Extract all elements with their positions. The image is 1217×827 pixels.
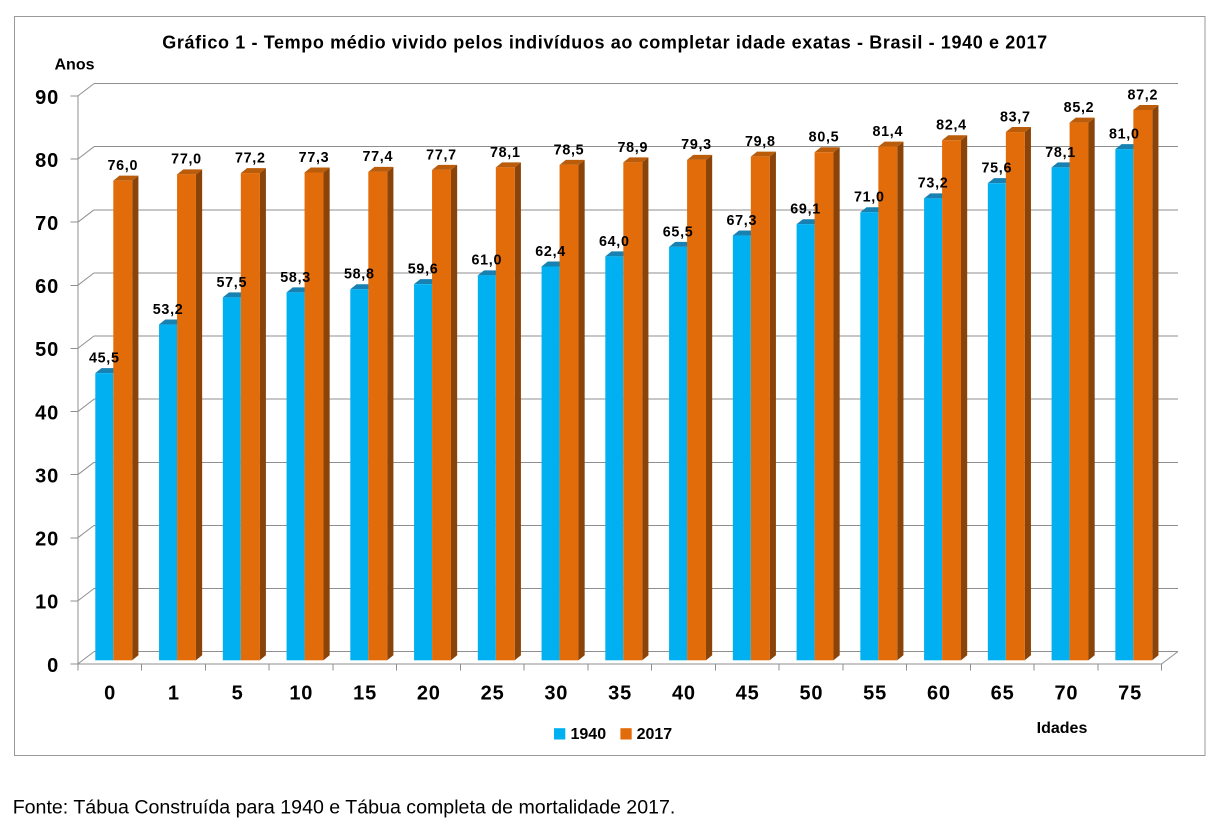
svg-text:77,2: 77,2	[235, 151, 266, 167]
svg-text:10: 10	[289, 683, 313, 705]
svg-text:1940: 1940	[571, 726, 607, 743]
svg-text:76,0: 76,0	[107, 158, 138, 174]
svg-text:60: 60	[927, 683, 951, 705]
svg-text:35: 35	[608, 683, 632, 705]
svg-text:0: 0	[47, 655, 59, 677]
svg-text:53,2: 53,2	[153, 302, 184, 318]
svg-text:Fonte: Tábua Construída para 1: Fonte: Tábua Construída para 1940 e Tábu…	[13, 796, 676, 818]
svg-text:58,3: 58,3	[280, 270, 311, 286]
svg-text:65: 65	[991, 683, 1015, 705]
svg-text:80,5: 80,5	[809, 130, 840, 146]
svg-text:5: 5	[232, 683, 244, 705]
svg-text:45: 45	[736, 683, 760, 705]
svg-text:25: 25	[481, 683, 505, 705]
svg-text:87,2: 87,2	[1127, 87, 1158, 103]
svg-text:2017: 2017	[637, 726, 673, 743]
svg-text:83,7: 83,7	[1000, 110, 1031, 126]
svg-text:77,3: 77,3	[299, 150, 330, 166]
svg-text:64,0: 64,0	[599, 234, 630, 250]
svg-text:67,3: 67,3	[726, 213, 757, 229]
svg-text:50: 50	[35, 339, 59, 361]
svg-text:57,5: 57,5	[216, 275, 247, 291]
svg-text:10: 10	[35, 592, 59, 614]
svg-text:73,2: 73,2	[918, 176, 949, 192]
svg-text:50: 50	[799, 683, 823, 705]
svg-text:20: 20	[35, 529, 59, 551]
svg-text:77,0: 77,0	[171, 152, 202, 168]
svg-text:65,5: 65,5	[663, 224, 694, 240]
svg-text:Anos: Anos	[55, 57, 95, 74]
svg-text:80: 80	[35, 150, 59, 172]
svg-text:82,4: 82,4	[936, 118, 967, 134]
svg-text:90: 90	[35, 87, 59, 109]
svg-text:81,0: 81,0	[1109, 127, 1140, 143]
svg-text:61,0: 61,0	[471, 253, 502, 269]
svg-text:77,4: 77,4	[362, 149, 393, 165]
svg-text:60: 60	[35, 276, 59, 298]
svg-text:1: 1	[168, 683, 180, 705]
svg-text:55: 55	[863, 683, 887, 705]
svg-text:70: 70	[1054, 683, 1078, 705]
svg-text:20: 20	[417, 683, 441, 705]
svg-text:Gráfico 1 - Tempo médio vivido: Gráfico 1 - Tempo médio vivido pelos ind…	[162, 33, 1047, 53]
svg-text:78,1: 78,1	[490, 145, 521, 161]
svg-text:40: 40	[672, 683, 696, 705]
svg-text:0: 0	[104, 683, 116, 705]
svg-text:45,5: 45,5	[89, 351, 120, 367]
svg-text:79,8: 79,8	[745, 134, 776, 150]
svg-text:58,8: 58,8	[344, 267, 375, 283]
svg-text:Idades: Idades	[1037, 720, 1088, 737]
svg-text:71,0: 71,0	[854, 190, 885, 206]
svg-text:69,1: 69,1	[790, 202, 821, 218]
svg-text:79,3: 79,3	[681, 137, 712, 153]
svg-text:78,5: 78,5	[554, 142, 585, 158]
svg-text:30: 30	[35, 466, 59, 488]
svg-text:85,2: 85,2	[1064, 100, 1095, 116]
svg-text:78,9: 78,9	[617, 140, 648, 156]
svg-text:15: 15	[353, 683, 377, 705]
svg-text:40: 40	[35, 402, 59, 424]
svg-text:59,6: 59,6	[408, 262, 439, 278]
svg-text:77,7: 77,7	[426, 147, 457, 163]
svg-text:30: 30	[544, 683, 568, 705]
svg-text:81,4: 81,4	[872, 124, 903, 140]
svg-text:70: 70	[35, 213, 59, 235]
svg-text:75: 75	[1118, 683, 1142, 705]
svg-text:78,1: 78,1	[1045, 145, 1076, 161]
svg-text:62,4: 62,4	[535, 244, 566, 260]
svg-text:75,6: 75,6	[981, 161, 1012, 177]
